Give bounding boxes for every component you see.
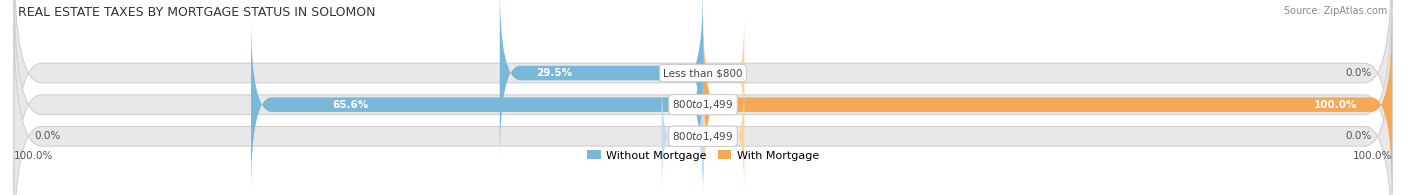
Text: 29.5%: 29.5%: [536, 68, 572, 78]
Text: $800 to $1,499: $800 to $1,499: [672, 130, 734, 143]
FancyBboxPatch shape: [252, 17, 703, 192]
FancyBboxPatch shape: [703, 80, 744, 192]
Text: REAL ESTATE TAXES BY MORTGAGE STATUS IN SOLOMON: REAL ESTATE TAXES BY MORTGAGE STATUS IN …: [18, 6, 375, 19]
Text: 0.0%: 0.0%: [1346, 68, 1371, 78]
FancyBboxPatch shape: [703, 17, 1392, 192]
Text: Less than $800: Less than $800: [664, 68, 742, 78]
FancyBboxPatch shape: [499, 0, 703, 161]
Text: 0.0%: 0.0%: [1346, 131, 1371, 141]
FancyBboxPatch shape: [14, 20, 1392, 195]
Text: 0.0%: 0.0%: [35, 131, 60, 141]
Legend: Without Mortgage, With Mortgage: Without Mortgage, With Mortgage: [588, 150, 818, 161]
Text: 100.0%: 100.0%: [14, 151, 53, 161]
FancyBboxPatch shape: [703, 17, 744, 129]
Text: 100.0%: 100.0%: [1315, 100, 1358, 110]
Text: $800 to $1,499: $800 to $1,499: [672, 98, 734, 111]
FancyBboxPatch shape: [14, 0, 1392, 190]
Text: 65.6%: 65.6%: [332, 100, 368, 110]
FancyBboxPatch shape: [662, 80, 703, 192]
Text: 100.0%: 100.0%: [1353, 151, 1392, 161]
FancyBboxPatch shape: [14, 0, 1392, 195]
Text: Source: ZipAtlas.com: Source: ZipAtlas.com: [1284, 6, 1388, 16]
